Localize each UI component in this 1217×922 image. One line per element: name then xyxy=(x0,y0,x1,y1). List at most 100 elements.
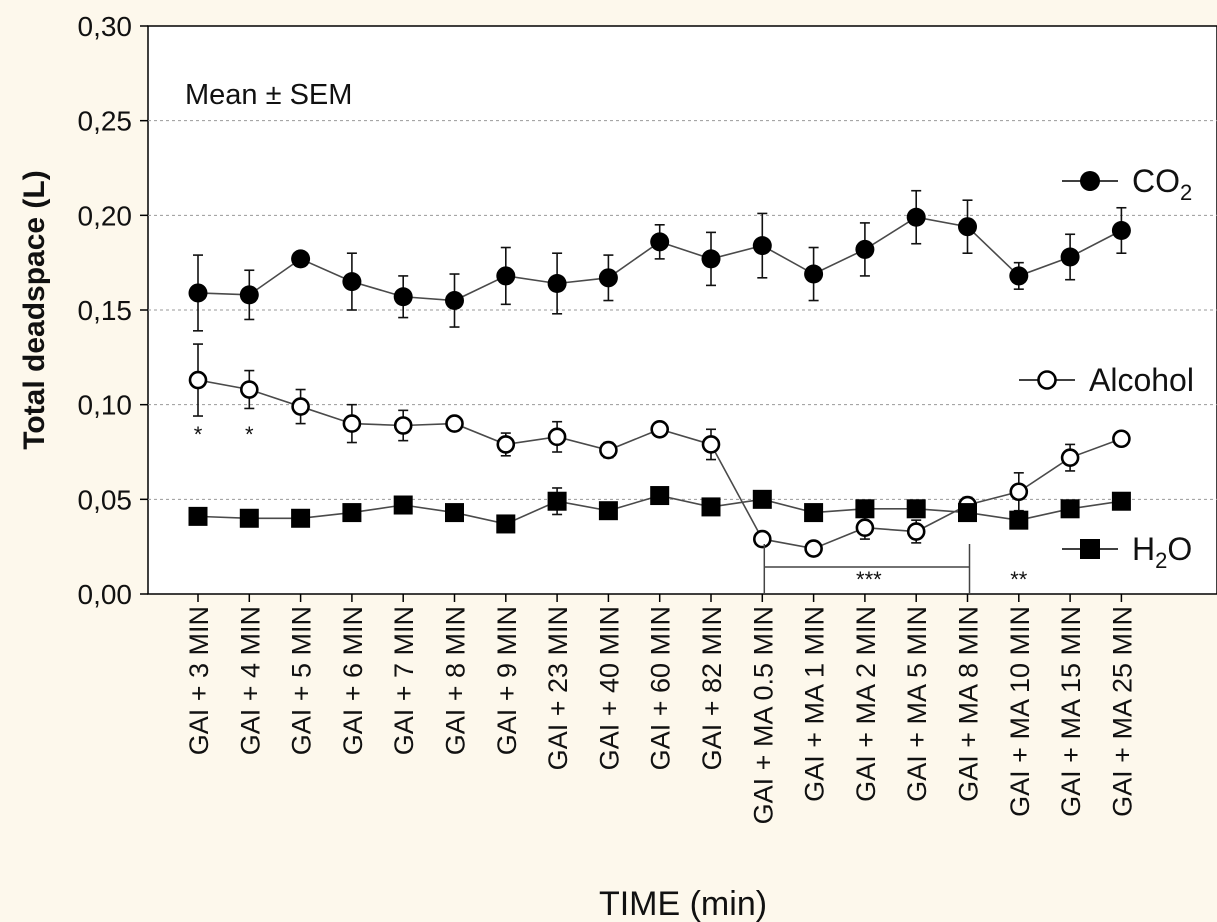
y-axis: 0,00 0,05 0,10 0,15 0,20 0,25 0,30 xyxy=(78,11,148,610)
x-tick-label: GAI + 4 MIN xyxy=(235,606,265,755)
legend-label-subscript: 2 xyxy=(1180,180,1192,205)
series-alcohol xyxy=(188,343,1131,558)
legend-label-subscript: 2 xyxy=(1155,548,1167,573)
data-point xyxy=(701,435,721,454)
y-tick-label: 0,00 xyxy=(78,579,133,610)
data-point xyxy=(547,427,567,447)
legend-label: Alcohol xyxy=(1089,362,1194,398)
data-point xyxy=(188,283,208,303)
x-tick-label: GAI + 82 MIN xyxy=(697,606,727,770)
data-point xyxy=(1060,247,1080,267)
mean-sem-annotation: Mean ± SEM xyxy=(185,79,352,111)
series-h2o xyxy=(188,486,1131,534)
significance-marker: ** xyxy=(1010,567,1028,592)
x-tick-label: GAI + 3 MIN xyxy=(184,606,214,755)
series-co2 xyxy=(188,189,1131,332)
data-point xyxy=(547,491,567,511)
data-point xyxy=(752,489,772,509)
data-point xyxy=(1060,448,1080,467)
legend-marker xyxy=(1080,539,1100,559)
data-point xyxy=(906,522,926,541)
y-axis-label: Total deadspace (L) xyxy=(18,170,51,450)
data-point xyxy=(752,236,772,256)
legend-label-main: CO xyxy=(1132,163,1180,199)
data-point xyxy=(804,264,824,284)
data-point xyxy=(445,291,464,311)
data-point xyxy=(752,529,772,549)
gridlines xyxy=(148,120,1217,500)
data-point xyxy=(188,370,208,390)
significance-marker: * xyxy=(194,422,203,447)
data-point xyxy=(342,503,362,523)
legend-item-co2: CO2 xyxy=(1062,163,1192,205)
data-point xyxy=(958,503,977,523)
data-point xyxy=(650,486,670,506)
data-point xyxy=(496,435,516,454)
x-tick-label: GAI + 9 MIN xyxy=(492,606,522,755)
data-point xyxy=(958,217,977,237)
data-point xyxy=(547,273,567,293)
y-tick-label: 0,05 xyxy=(78,484,133,515)
data-point xyxy=(701,497,721,517)
data-point xyxy=(240,380,259,399)
data-point xyxy=(650,232,670,252)
x-tick-label: GAI + MA 10 MIN xyxy=(1005,606,1035,817)
legend-marker xyxy=(1080,171,1100,191)
data-point xyxy=(804,503,824,523)
data-point xyxy=(393,287,413,307)
x-axis: GAI + 3 MIN GAI + 4 MIN GAI + 5 MIN GAI + 6… xyxy=(184,594,1137,824)
significance-marker: * xyxy=(245,422,254,447)
x-tick-label: GAI + MA 0.5 MIN xyxy=(748,606,778,824)
data-point xyxy=(342,272,362,292)
x-tick-label: GAI + 23 MIN xyxy=(543,606,573,770)
x-tick-label: GAI + 60 MIN xyxy=(646,606,676,770)
legend-label: H2O xyxy=(1132,531,1192,573)
legend-item-h2o: H2O xyxy=(1062,531,1192,573)
y-tick-label: 0,20 xyxy=(78,200,133,231)
data-point xyxy=(701,249,721,269)
legend-marker xyxy=(1037,370,1057,390)
y-tick-label: 0,15 xyxy=(78,295,133,326)
y-tick-label: 0,25 xyxy=(78,106,133,137)
x-tick-label: GAI + MA 2 MIN xyxy=(851,606,881,802)
data-point xyxy=(598,501,618,521)
x-tick-label: GAI + MA 25 MIN xyxy=(1107,606,1137,817)
legend-label: CO2 xyxy=(1132,163,1192,205)
annotations: * ****** xyxy=(194,422,1028,594)
data-point xyxy=(1112,429,1131,449)
data-point xyxy=(598,268,618,288)
data-point xyxy=(599,440,618,460)
data-point xyxy=(393,495,413,515)
x-tick-label: GAI + MA 5 MIN xyxy=(902,606,932,802)
data-point xyxy=(291,397,310,416)
bracket-label: *** xyxy=(856,567,882,592)
x-axis-label: TIME (min) xyxy=(599,885,767,922)
x-tick-label: GAI + 5 MIN xyxy=(287,606,317,755)
data-point xyxy=(496,514,516,534)
data-point xyxy=(906,207,926,227)
x-tick-label: GAI + 7 MIN xyxy=(389,606,419,755)
data-point xyxy=(239,285,259,305)
data-point xyxy=(1009,482,1029,502)
legend-item-alcohol: Alcohol xyxy=(1019,362,1194,398)
data-point xyxy=(855,239,875,259)
data-point xyxy=(1009,266,1029,286)
data-point xyxy=(1111,220,1131,240)
x-tick-label: GAI + MA 8 MIN xyxy=(954,606,984,802)
data-point xyxy=(906,499,926,519)
data-point xyxy=(804,539,823,558)
data-point xyxy=(1060,499,1080,519)
x-tick-label: GAI + 40 MIN xyxy=(594,606,624,770)
data-point xyxy=(650,419,670,439)
data-point xyxy=(291,249,311,269)
series-layer xyxy=(188,189,1131,558)
data-point xyxy=(239,508,259,528)
legend-label-main: Alcohol xyxy=(1089,362,1194,398)
data-point xyxy=(855,518,875,538)
data-point xyxy=(445,414,464,433)
data-point xyxy=(1009,510,1029,530)
x-tick-label: GAI + MA 1 MIN xyxy=(800,606,830,802)
x-tick-label: GAI + MA 15 MIN xyxy=(1056,606,1086,817)
